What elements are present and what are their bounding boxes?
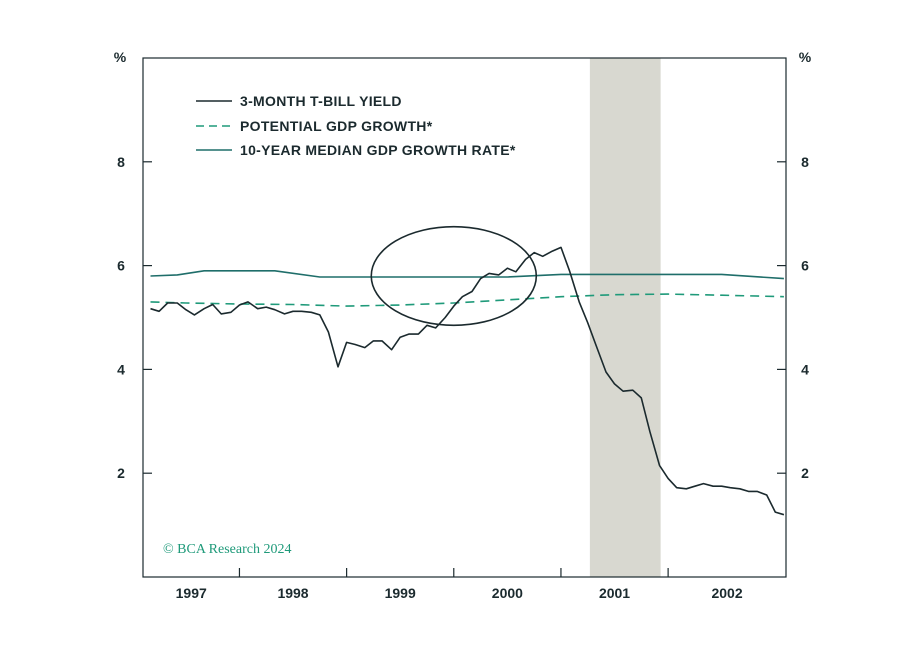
recession-band-layer [589,58,661,577]
x-tick-label: 2000 [492,585,523,601]
series-line-median-gdp [150,269,784,280]
y-tick-label-right: 6 [801,258,809,274]
y-tick-label-right: 4 [801,361,809,377]
recession-band [589,58,661,577]
y-tick-label-left: 2 [117,465,125,481]
y-tick-label-right: 2 [801,465,809,481]
y-tick-label-left: 6 [117,258,125,274]
highlight-ellipse-layer [370,225,538,327]
y-tick-label-left: 4 [117,361,125,377]
plot-frame [142,57,787,578]
axis-layer: 2 2 4 4 6 6 8 8 1997 1998 1999 2000 2001 2002 [117,154,809,601]
y-tick-label-left: 8 [117,154,125,170]
series-line-tbill-yield [150,246,785,516]
legend-label-tbill: 3-MONTH T-BILL YIELD [240,93,402,109]
legend: 3-MONTH T-BILL YIELD POTENTIAL GDP GROWT… [196,93,516,158]
x-tick-label: 2001 [599,585,630,601]
source-watermark: © BCA Research 2024 [163,542,291,557]
y-unit-left: % [114,49,127,65]
y-unit-right: % [799,49,812,65]
legend-label-potential-gdp: POTENTIAL GDP GROWTH* [240,118,433,134]
x-tick-label: 1999 [385,585,416,601]
series-line-potential-gdp [150,293,784,307]
y-tick-label-right: 8 [801,154,809,170]
x-tick-label: 1998 [277,585,308,601]
x-tick-label: 2002 [711,585,742,601]
highlight-ellipse [370,225,538,327]
legend-label-median-gdp: 10-YEAR MEDIAN GDP GROWTH RATE* [240,142,516,158]
series-layer [150,246,785,516]
x-tick-label: 1997 [176,585,207,601]
